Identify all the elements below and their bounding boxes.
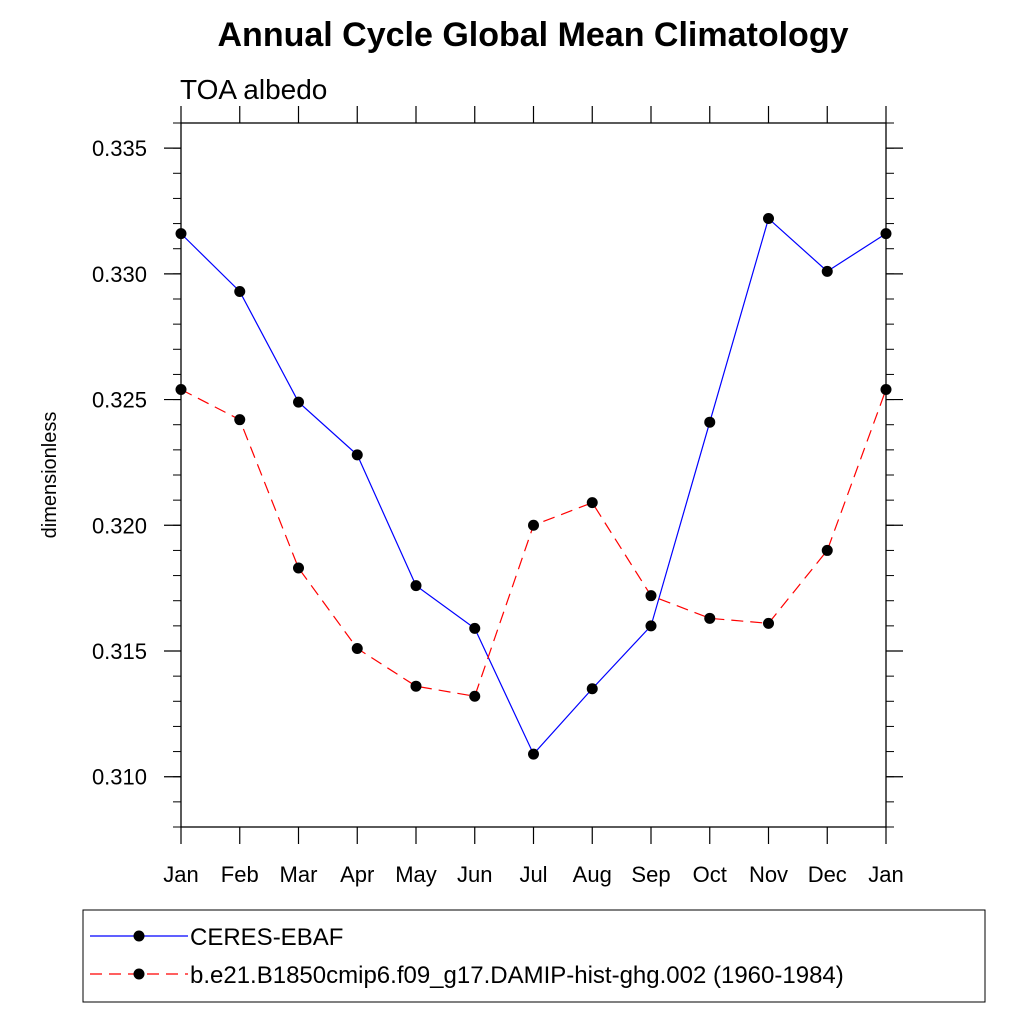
y-axis-label: dimensionless (39, 412, 61, 539)
series-0 (175, 213, 892, 760)
y-tick-label: 0.310 (92, 765, 147, 790)
legend-marker-1 (133, 968, 145, 980)
data-point (704, 416, 716, 428)
y-tick-label: 0.315 (92, 639, 147, 664)
axes: 0.310 0.315 0.320 0.325 0.330 0.335 Jan Feb Mar A… (92, 106, 904, 887)
data-point (234, 414, 246, 426)
y-tick-label: 0.330 (92, 262, 147, 287)
data-point (645, 620, 657, 632)
data-point (763, 617, 774, 629)
x-tick-label: Jun (457, 862, 492, 887)
x-tick-label: Aug (573, 862, 612, 887)
x-tick-label: Mar (280, 862, 318, 887)
data-point (528, 748, 539, 760)
y-tick-label: 0.335 (92, 136, 147, 161)
data-point (410, 680, 422, 692)
series-line (180, 388, 887, 697)
x-tick-label: Sep (631, 862, 670, 887)
x-tick-label: Apr (340, 862, 374, 887)
data-point (293, 396, 304, 408)
x-tick-label: Jul (519, 862, 547, 887)
data-point (645, 590, 657, 602)
chart-subtitle: TOA albedo (180, 74, 327, 105)
data-point (528, 519, 539, 531)
data-point (586, 683, 598, 695)
data-point (763, 213, 774, 225)
x-tick-label: Dec (808, 862, 847, 887)
data-point (351, 642, 363, 654)
y-tick-label: 0.320 (92, 513, 147, 538)
legend-label-1: b.e21.B1850cmip6.f09_g17.DAMIP-hist-ghg.… (190, 962, 844, 989)
data-point (410, 580, 422, 592)
data-point (880, 384, 892, 396)
series-line (180, 217, 887, 756)
data-point (469, 622, 481, 634)
data-point (586, 497, 598, 509)
data-point (704, 612, 716, 624)
chart-title: Annual Cycle Global Mean Climatology (218, 16, 849, 54)
y-tick-label: 0.325 (92, 388, 147, 413)
data-point (821, 265, 833, 277)
data-point (234, 285, 246, 297)
x-tick-label: Jan (868, 862, 903, 887)
legend-box (82, 909, 986, 1003)
data-point (175, 384, 187, 396)
x-tick-label: May (395, 862, 437, 887)
series-layer (175, 213, 892, 760)
legend-marker-0 (133, 930, 145, 942)
data-point (469, 690, 481, 702)
x-tick-label: Oct (693, 862, 727, 887)
data-point (821, 544, 833, 556)
data-point (293, 562, 304, 574)
x-tick-label: Jan (163, 862, 198, 887)
x-tick-label: Nov (749, 862, 788, 887)
data-point (351, 449, 363, 461)
data-point (880, 228, 892, 240)
legend: CERES-EBAF b.e21.B1850cmip6.f09_g17.DAMIP… (90, 924, 844, 989)
x-tick-label: Feb (221, 862, 259, 887)
series-1 (175, 384, 892, 702)
legend-label-0: CERES-EBAF (190, 924, 343, 951)
data-point (175, 228, 187, 240)
